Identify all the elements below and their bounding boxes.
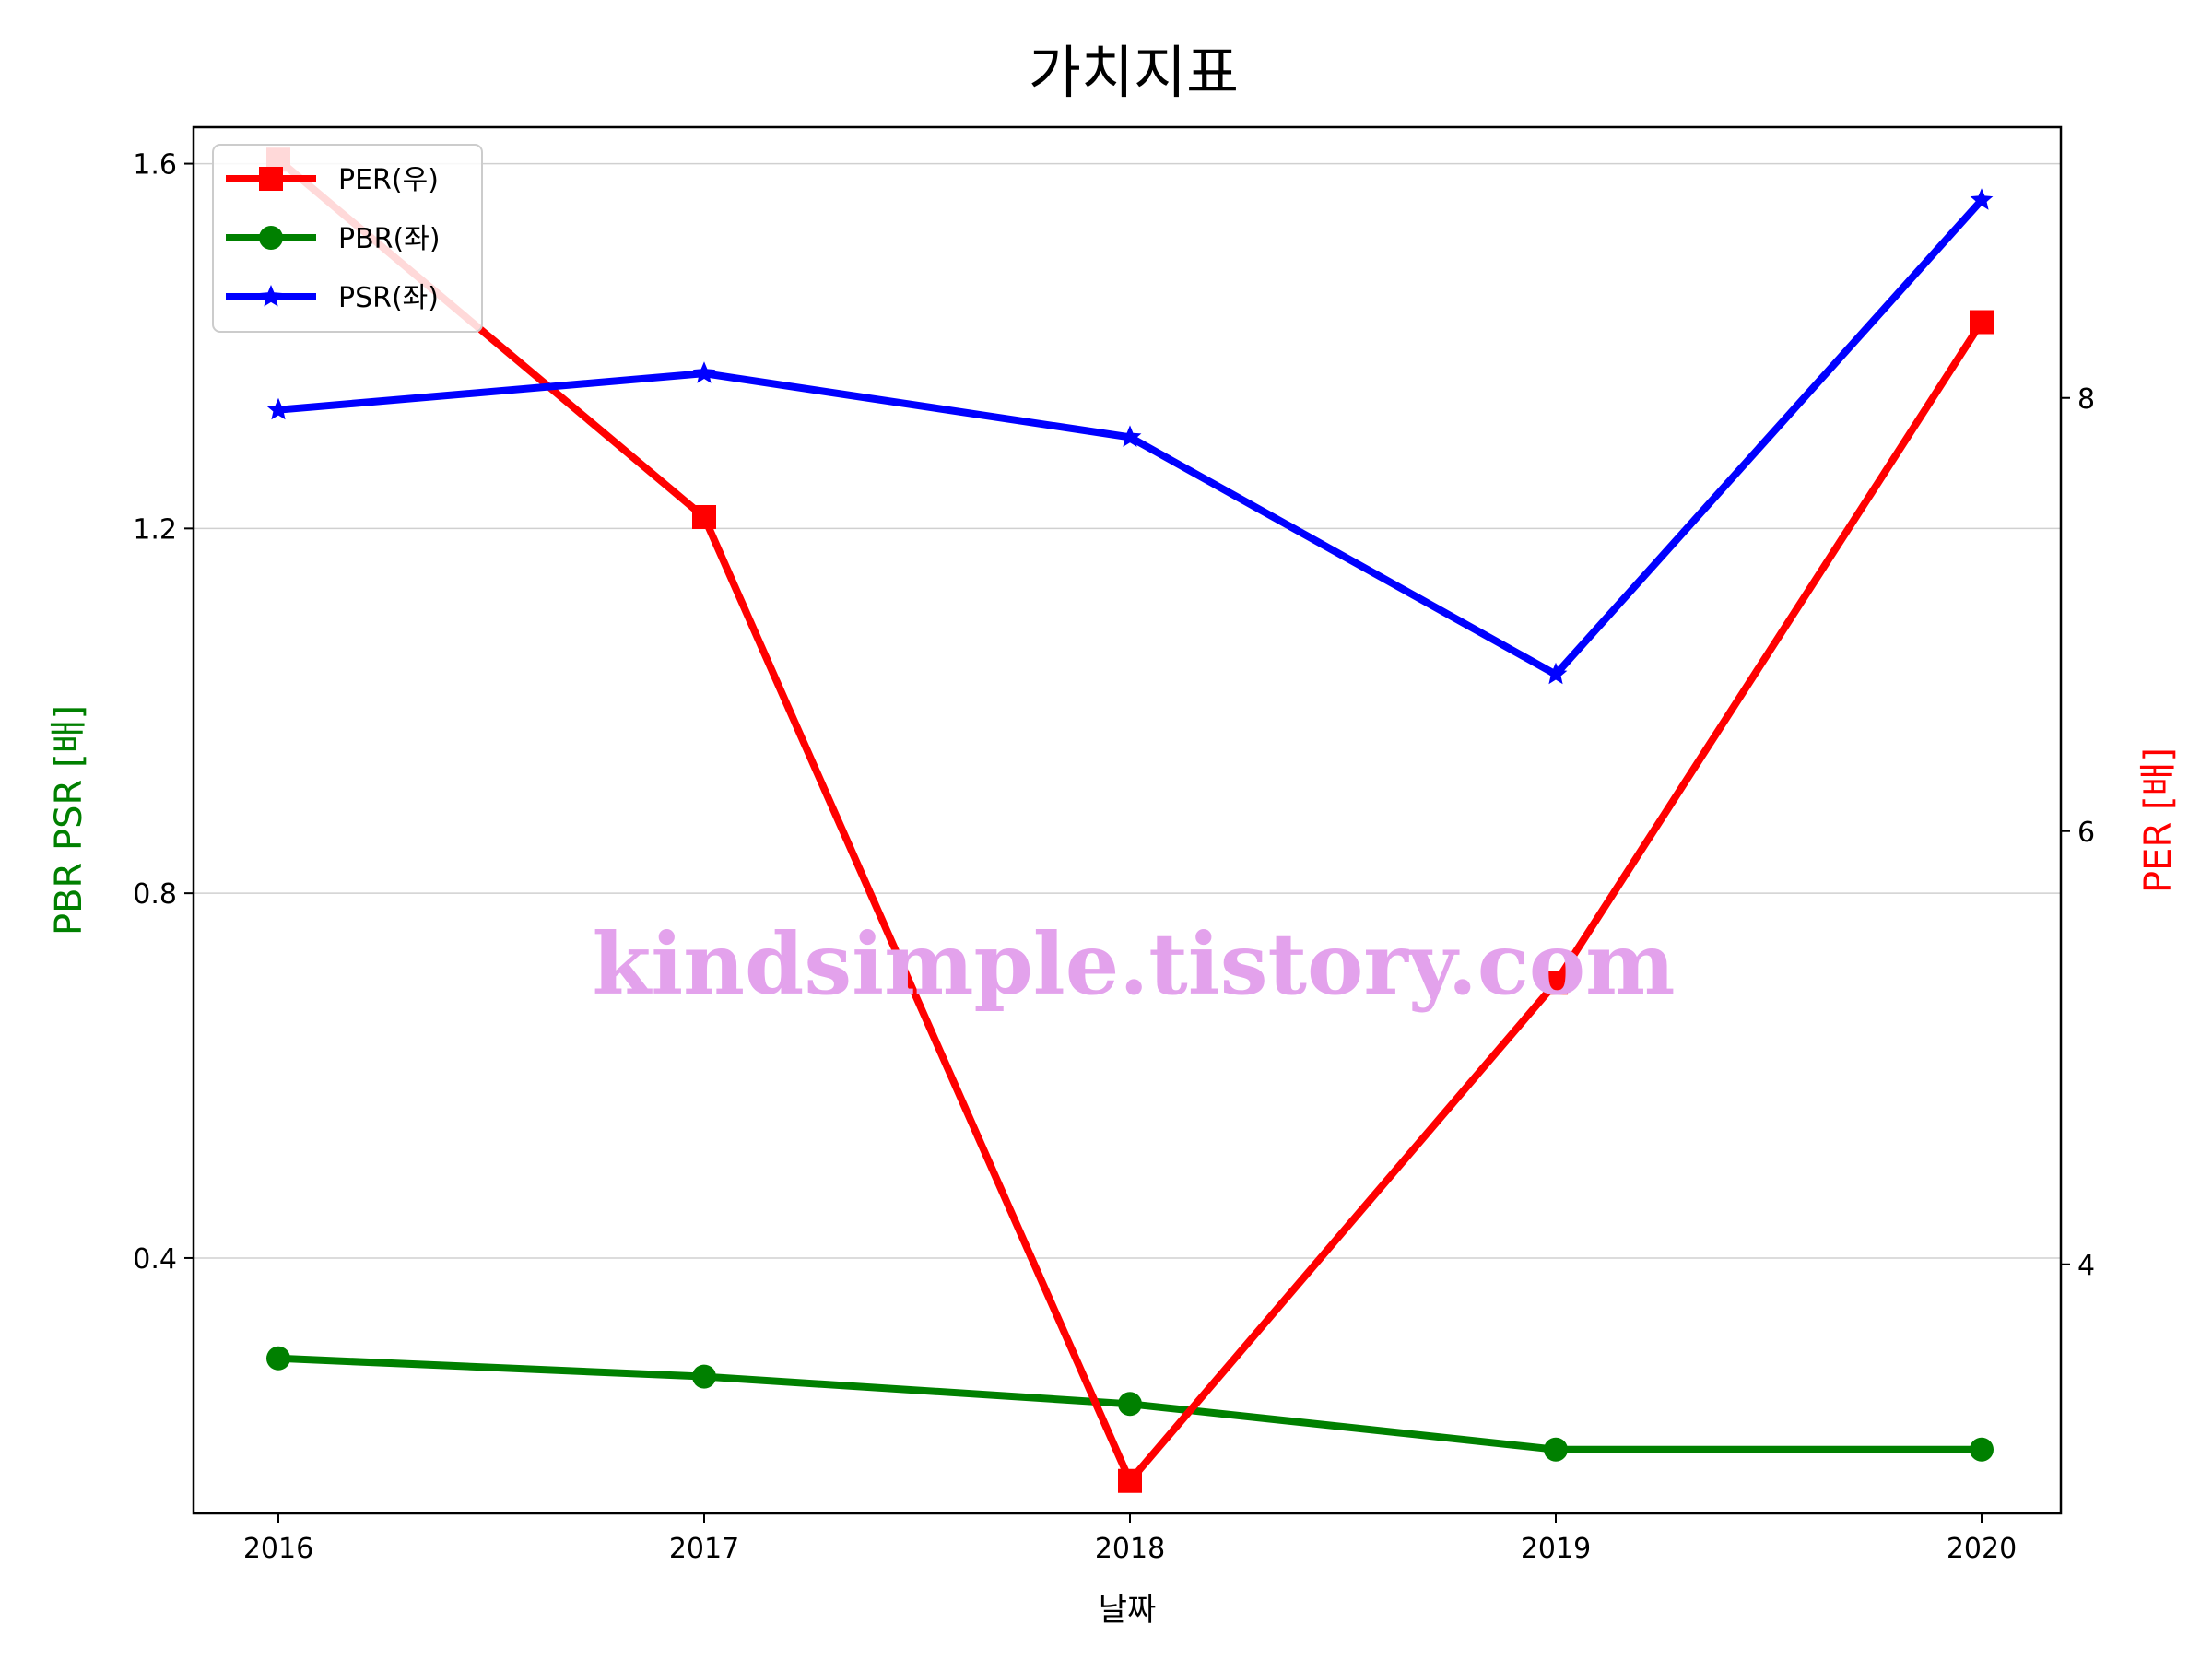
data-point bbox=[1118, 425, 1142, 447]
data-point bbox=[1970, 1437, 1994, 1462]
series-PBR(좌) bbox=[266, 1346, 1994, 1462]
data-point bbox=[1118, 1468, 1142, 1493]
data-point bbox=[692, 1364, 716, 1389]
data-point bbox=[1970, 310, 1994, 335]
x-axis-label: 날짜 bbox=[1099, 1592, 1157, 1629]
series-line bbox=[276, 157, 1985, 1488]
chart-title: 가치지표 bbox=[1029, 39, 1239, 106]
legend: PER(우) PBR(좌) PSR(좌) bbox=[212, 144, 483, 333]
data-point bbox=[266, 397, 290, 420]
data-point bbox=[1544, 971, 1568, 995]
legend-marker bbox=[259, 226, 283, 250]
y-axis-right-label: PER [배] bbox=[2137, 747, 2180, 893]
watermark: kindsimple.tistory.com bbox=[592, 914, 1675, 1014]
x-tick-label: 2020 bbox=[1947, 1533, 2017, 1565]
data-point bbox=[692, 361, 716, 383]
data-point bbox=[266, 1346, 290, 1371]
plot-frame bbox=[192, 125, 2063, 1515]
y-left-tick-label: 1.6 bbox=[133, 149, 177, 182]
axis-ticks: 0.4 0.8 1.2 1.6 4 6 8 2016 2017 2018 2019 2020 bbox=[133, 149, 2095, 1565]
x-tick-label: 2017 bbox=[669, 1533, 739, 1565]
data-point bbox=[1544, 1437, 1568, 1462]
legend-item: PBR(좌) bbox=[226, 223, 441, 255]
data-point bbox=[692, 505, 716, 529]
y-left-tick-label: 0.4 bbox=[133, 1243, 177, 1276]
legend-label: PBR(좌) bbox=[338, 223, 441, 255]
data-point bbox=[1970, 188, 1994, 210]
legend-label: PSR(좌) bbox=[338, 282, 439, 314]
y-right-tick-label: 4 bbox=[2077, 1250, 2095, 1282]
gridlines bbox=[194, 162, 2061, 1259]
x-tick-label: 2016 bbox=[243, 1533, 313, 1565]
data-point bbox=[1118, 1392, 1142, 1417]
data-point bbox=[1544, 662, 1568, 685]
legend-item: PSR(좌) bbox=[226, 282, 439, 314]
legend-box bbox=[212, 144, 483, 333]
legend-item: PER(우) bbox=[226, 164, 439, 196]
y-left-tick-label: 1.2 bbox=[133, 513, 177, 546]
series-layer bbox=[266, 147, 1994, 1493]
y-right-tick-label: 8 bbox=[2077, 383, 2095, 416]
y-left-tick-label: 0.8 bbox=[133, 878, 177, 911]
legend-marker bbox=[259, 285, 283, 307]
series-PSR(좌) bbox=[266, 188, 1994, 685]
series-PER(우) bbox=[266, 147, 1994, 1493]
legend-marker bbox=[259, 167, 283, 191]
x-tick-label: 2018 bbox=[1095, 1533, 1165, 1565]
legend-label: PER(우) bbox=[338, 164, 439, 196]
y-right-tick-label: 6 bbox=[2077, 817, 2095, 849]
y-axis-left-label: PBR PSR [배] bbox=[48, 705, 90, 935]
x-tick-label: 2019 bbox=[1521, 1533, 1591, 1565]
